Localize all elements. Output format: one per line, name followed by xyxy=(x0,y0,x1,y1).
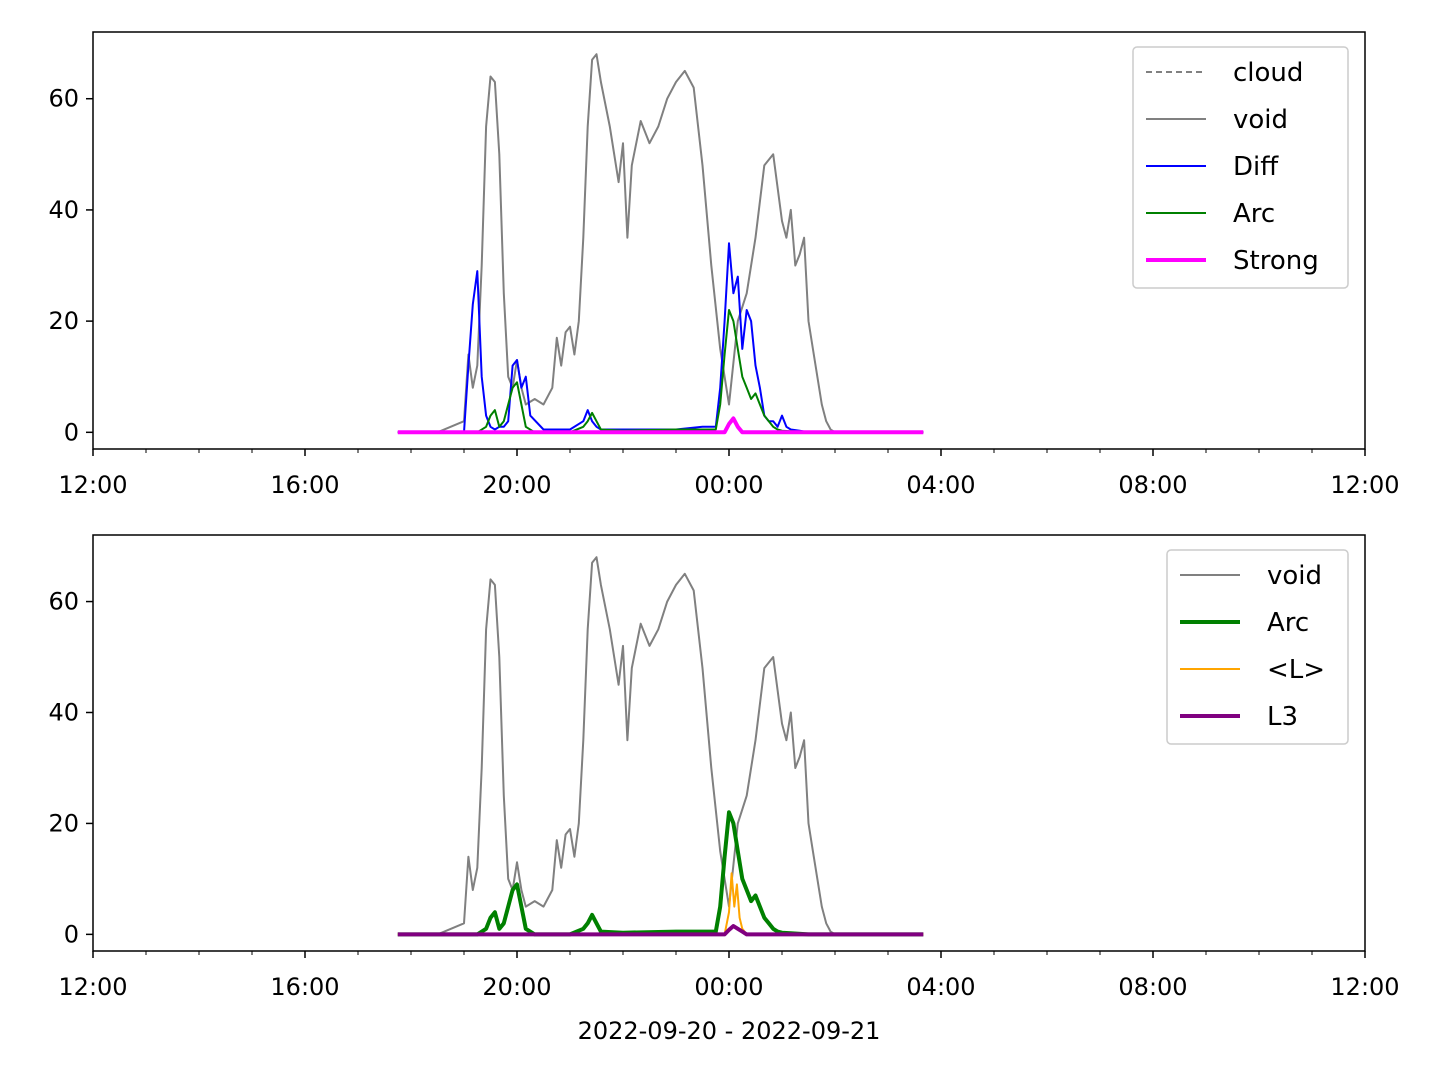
legend-label: <L> xyxy=(1267,655,1325,685)
legend-box xyxy=(1166,549,1349,745)
x-tick-label: 12:00 xyxy=(1330,471,1399,499)
series-group xyxy=(397,53,924,435)
legend: cloud void Diff Arc Strong xyxy=(1132,46,1349,289)
legend-label: Diff xyxy=(1233,152,1279,182)
y-tick-label: 40 xyxy=(48,196,79,224)
x-tick-label: 08:00 xyxy=(1118,471,1187,499)
series-line-void xyxy=(397,556,924,936)
y-tick-label: 60 xyxy=(48,85,79,113)
legend-label: cloud xyxy=(1233,58,1303,88)
x-tick-label: 16:00 xyxy=(270,471,339,499)
series-group xyxy=(397,556,924,937)
x-tick-label: 20:00 xyxy=(482,471,551,499)
legend-label: L3 xyxy=(1267,702,1298,732)
legend-label: void xyxy=(1267,561,1322,591)
x-axis-label: 2022-09-20 - 2022-09-21 xyxy=(578,1017,881,1045)
x-tick-label: 16:00 xyxy=(270,973,339,1001)
x-tick-label: 12:00 xyxy=(58,471,127,499)
x-tick-label: 04:00 xyxy=(906,973,975,1001)
legend-label: Arc xyxy=(1233,199,1275,229)
y-tick-label: 0 xyxy=(64,920,79,948)
series-line-Arc xyxy=(397,309,924,434)
x-tick-label: 00:00 xyxy=(694,471,763,499)
x-tick-label: 08:00 xyxy=(1118,973,1187,1001)
y-tick-label: 60 xyxy=(48,588,79,616)
y-tick-label: 20 xyxy=(48,809,79,837)
subplot-2: 0 20 40 60 12:00 16:00 20:00 00:00 04:00 08:00 12:… xyxy=(48,534,1400,1045)
legend-box xyxy=(1132,46,1349,289)
legend-label: void xyxy=(1233,105,1288,135)
x-tick-label: 12:00 xyxy=(58,973,127,1001)
legend-label: Arc xyxy=(1267,608,1309,638)
series-line-void xyxy=(397,53,924,434)
series-line-Strong xyxy=(397,416,924,435)
x-tick-label: 20:00 xyxy=(482,973,551,1001)
x-tick-label: 04:00 xyxy=(906,471,975,499)
y-tick-label: 20 xyxy=(48,307,79,335)
legend-label: Strong xyxy=(1233,246,1319,276)
y-tick-label: 40 xyxy=(48,698,79,726)
x-tick-label: 00:00 xyxy=(694,973,763,1001)
y-tick-label: 0 xyxy=(64,418,79,446)
series-line-Arc xyxy=(397,810,924,937)
subplot-1: 0 20 40 60 12:00 16:00 20:00 00:00 04:00 08:00 12:… xyxy=(48,31,1400,499)
legend: void Arc <L> L3 xyxy=(1166,549,1349,745)
series-line-L3 xyxy=(397,924,924,937)
x-tick-label: 12:00 xyxy=(1330,973,1399,1001)
